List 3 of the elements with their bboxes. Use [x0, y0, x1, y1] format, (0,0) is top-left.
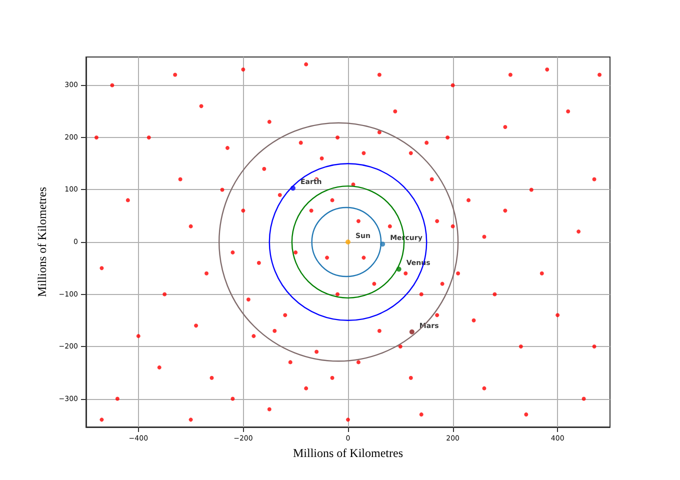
point [409, 329, 414, 334]
y-axis-title: Millions of Kilometres [34, 186, 49, 297]
x-axis-title: Millions of Kilometres [293, 446, 404, 460]
